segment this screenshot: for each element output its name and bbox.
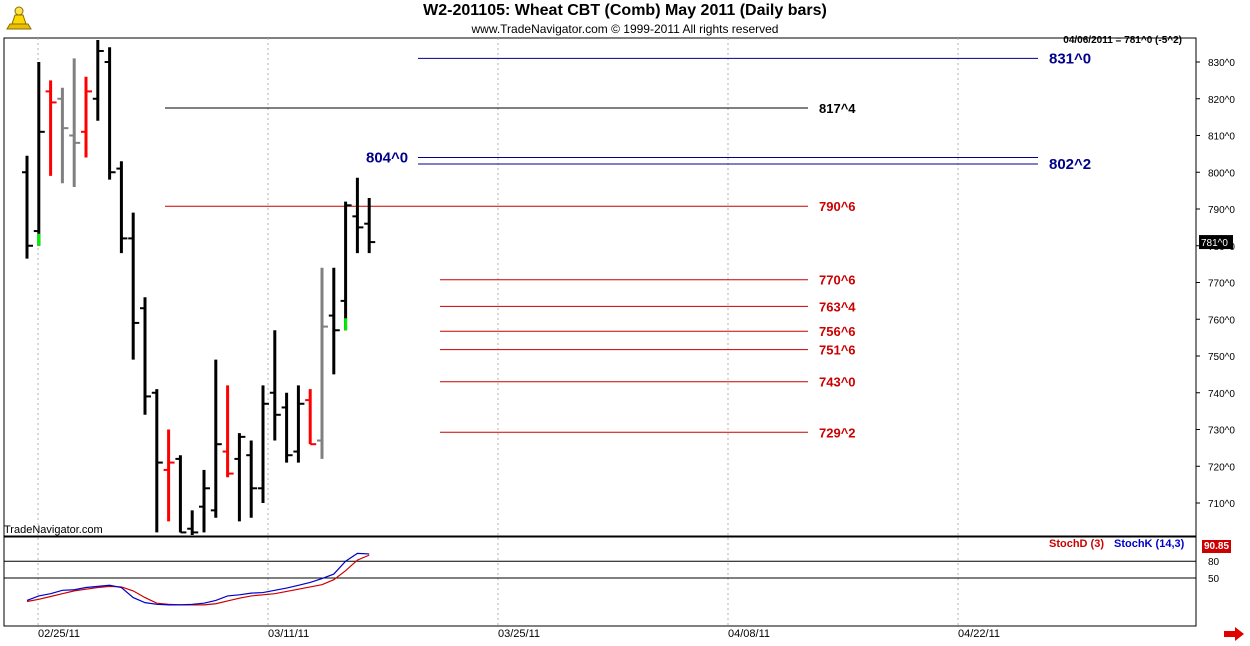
price-panel-border: [3, 37, 1197, 537]
level-label: 804^0: [366, 150, 408, 167]
y-tick-label: 790^0: [1208, 205, 1235, 216]
level-label: 817^4: [819, 101, 856, 116]
y-tick-label: 770^0: [1208, 279, 1235, 290]
level-label: 729^2: [819, 425, 856, 440]
stoch-d-legend: StochD (3): [1049, 538, 1104, 550]
y-tick-label: 830^0: [1208, 58, 1235, 69]
y-tick-label: 720^0: [1208, 462, 1235, 473]
level-label: 790^6: [819, 199, 856, 214]
y-tick-label: 750^0: [1208, 352, 1235, 363]
y-tick-label: 760^0: [1208, 315, 1235, 326]
copyright-subtitle: www.TradeNavigator.com © 1999-2011 All r…: [471, 22, 779, 36]
level-label: 751^6: [819, 343, 856, 358]
level-label: 763^4: [819, 299, 856, 314]
level-label: 743^0: [819, 375, 856, 390]
oscillator-line: [26, 552, 370, 606]
level-label: 831^0: [1049, 50, 1091, 67]
stoch-k-legend: StochK (14,3): [1114, 538, 1185, 550]
x-tick-label: 04/08/11: [728, 628, 770, 640]
x-tick-label: 03/25/11: [498, 628, 540, 640]
level-label: 770^6: [819, 273, 856, 288]
oscillator-line: [26, 554, 370, 606]
current-price-box: [1199, 235, 1233, 250]
y-tick-label: 800^0: [1208, 168, 1235, 179]
x-tick-label: 02/25/11: [38, 628, 80, 640]
y-tick-label: 730^0: [1208, 426, 1235, 437]
chart-title: W2-201105: Wheat CBT (Comb) May 2011 (Da…: [423, 2, 827, 19]
y-tick-label: 820^0: [1208, 95, 1235, 106]
chart-header: W2-201105: Wheat CBT (Comb) May 2011 (Da…: [0, 0, 1250, 38]
y-tick-label: 740^0: [1208, 389, 1235, 400]
x-tick-label: 03/11/11: [268, 628, 309, 640]
watermark-label: TradeNavigator.com: [4, 524, 103, 536]
trade-navigator-logo-icon[interactable]: [4, 3, 34, 33]
oscillator-current-value: 90.85: [1202, 540, 1231, 553]
oscillator-panel-border: [3, 536, 1197, 627]
scroll-right-arrow-icon[interactable]: [1224, 627, 1244, 641]
oscillator-y-tick: 80: [1208, 557, 1220, 568]
y-tick-label: 710^0: [1208, 499, 1235, 510]
price-readout: 04/06/2011 = 781^0 (-5^2): [1063, 35, 1182, 46]
oscillator-y-tick: 50: [1208, 574, 1220, 585]
level-label: 802^2: [1049, 156, 1091, 173]
x-tick-label: 04/22/11: [958, 628, 1000, 640]
current-price-label: 781^0: [1201, 238, 1228, 249]
y-tick-label: 810^0: [1208, 132, 1235, 143]
level-label: 756^6: [819, 324, 856, 339]
